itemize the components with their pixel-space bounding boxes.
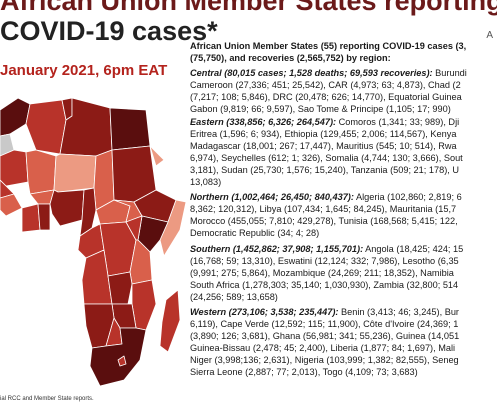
region-line: Gabon (9,819; 66; 9,597), Sao Tome & Pri…: [190, 104, 451, 115]
title-line-1: African Union Member States reporting: [0, 0, 497, 16]
map-region-malawi-moz: [131, 279, 157, 331]
date-label: January 2021, 6pm EAT: [0, 62, 168, 79]
map-region-chad: [93, 149, 115, 211]
region-western: Western (273,106; 3,538; 235,447): Benin…: [190, 306, 459, 317]
region-line: Morocco (455,055; 7,810; 429,278), Tunis…: [190, 216, 458, 227]
source-note: ial RCC and Member State reports.: [0, 396, 94, 402]
region-line: (16,768; 59; 13,310), Eswatini (12,124; …: [190, 255, 459, 266]
intro-line-1: African Union Member States (55) reporti…: [190, 41, 467, 51]
intro-line-2: (75,750), and recoveries (2,565,752) by …: [190, 53, 391, 64]
corner-mark: A: [486, 30, 493, 41]
map-region-mali: [25, 149, 57, 195]
map-region-eritrea: [149, 145, 165, 167]
map-region-ghana: [37, 203, 51, 231]
map-region-morocco: [0, 97, 31, 137]
region-line: (9,991; 275; 5,864), Mozambique (24,269;…: [190, 267, 454, 278]
map-region-niger: [53, 153, 97, 193]
map-region-guinea: [0, 193, 23, 217]
region-line: 13,083): [190, 177, 222, 188]
region-line: Sierra Leone (2,887; 77; 2,013), Togo (4…: [190, 367, 418, 378]
case-summary-text: African Union Member States (55) reporti…: [190, 40, 497, 418]
map-region-cote-divoire: [21, 203, 41, 233]
region-line: 3,181), Sudan (25,730; 1,576; 15,240), T…: [190, 164, 460, 175]
title-line-2: COVID-19 cases*: [0, 16, 218, 46]
map-region-egypt: [109, 107, 151, 151]
region-line: (3,890; 126; 3,681), Ghana (56,981; 341;…: [190, 331, 460, 342]
region-line: Eritrea (1,596; 6; 934), Ethiopia (129,4…: [190, 128, 457, 139]
region-line: (7,217; 108; 5,846), DRC (20,478; 626; 1…: [190, 92, 462, 103]
region-northern: Northern (1,002,464; 26,450; 840,437): A…: [190, 192, 462, 203]
region-line: Guinea-Bissau (2,478; 45; 2,400), Liberi…: [190, 343, 456, 354]
region-central: Central (80,015 cases; 1,528 deaths; 69,…: [190, 68, 467, 79]
region-line: Madagascar (18,001; 267; 17,447), Maurit…: [190, 140, 457, 151]
region-line: Cameroon (27,336; 451; 25,542), CAR (4,9…: [190, 80, 461, 91]
region-line: 6,974), Seychelles (612; 1; 326), Somali…: [190, 152, 463, 163]
map-region-zambia: [107, 271, 133, 305]
region-line: 8,362; 120,312), Libya (107,434; 1,645; …: [190, 204, 457, 215]
region-line: (24,256; 589; 13,658): [190, 291, 278, 302]
map-region-madagascar: [159, 289, 181, 353]
map-region-lesotho: [117, 355, 127, 367]
region-line: South Africa (1,278,303; 35,140; 1,030,9…: [190, 279, 459, 290]
map-region-algeria: [25, 99, 67, 155]
region-eastern: Eastern (338,856; 6,326; 264,547): Comor…: [190, 116, 460, 127]
map-region-mauritania: [0, 149, 29, 187]
africa-choropleth-map: [0, 97, 186, 387]
region-line: Niger (3,998;136; 2,631), Nigeria (103,9…: [190, 355, 459, 366]
map-region-nigeria: [49, 189, 85, 227]
region-line: 6,119), Cape Verde (12,592; 115; 11,900)…: [190, 319, 459, 330]
map-region-south-africa: [89, 327, 147, 387]
region-line: Democratic Republic (34; 4; 28): [190, 228, 320, 239]
region-southern: Southern (1,452,862; 37,908; 1,155,701):…: [190, 243, 464, 254]
